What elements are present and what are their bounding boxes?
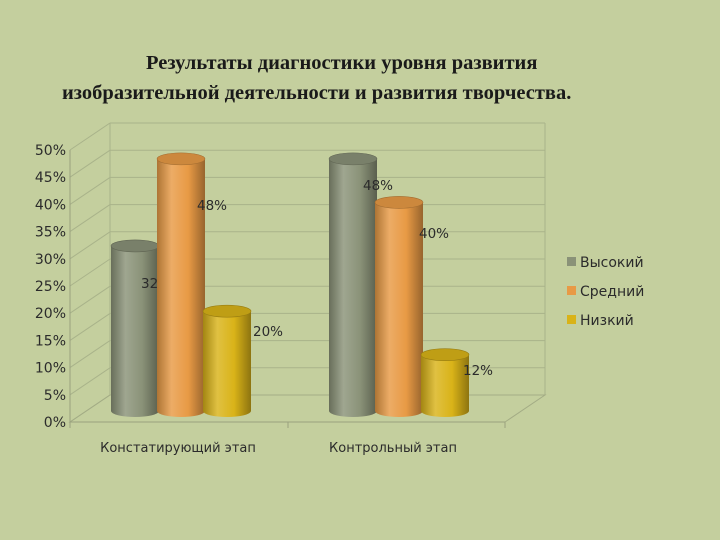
- bar: [156, 152, 206, 417]
- bar-top: [202, 304, 252, 318]
- y-tick-label: 35%: [35, 225, 66, 241]
- chart-title: Результаты диагностики уровня развития и…: [0, 48, 720, 108]
- bar: [110, 239, 160, 417]
- data-label: 20%: [253, 324, 283, 340]
- gridline-side: [69, 122, 111, 151]
- bar: [328, 152, 378, 417]
- bar: [202, 304, 252, 417]
- chart-title-line-1: Результаты диагностики уровня развития: [146, 52, 538, 74]
- y-tick-label: 0%: [44, 415, 66, 431]
- gridline-side: [69, 231, 111, 260]
- gridline-side: [69, 312, 111, 341]
- gridline-side: [69, 367, 111, 396]
- bar-body: [421, 354, 469, 417]
- bar: [420, 348, 470, 417]
- gridline-side: [69, 285, 111, 314]
- bar-body: [157, 158, 205, 417]
- legend-label: Низкий: [580, 313, 634, 329]
- data-label: 48%: [363, 178, 393, 194]
- legend-swatch: [567, 286, 576, 295]
- gridline-side: [69, 176, 111, 205]
- gridline-side: [69, 340, 111, 369]
- bar-top: [110, 239, 160, 253]
- bar-body: [375, 202, 423, 417]
- bar-top: [420, 348, 470, 362]
- category-label: Контрольный этап: [329, 441, 457, 456]
- data-label: 48%: [197, 198, 227, 214]
- chart-title-line-2: изобразительной деятельности и развития …: [62, 82, 572, 104]
- legend-item: Средний: [567, 284, 644, 300]
- y-tick-label: 30%: [35, 252, 66, 268]
- y-tick-label: 50%: [35, 143, 66, 159]
- gridline-side: [69, 258, 111, 287]
- bar-body: [111, 245, 159, 417]
- y-tick-label: 45%: [35, 170, 66, 186]
- y-tick-label: 5%: [44, 388, 66, 404]
- data-label: 40%: [419, 226, 449, 242]
- legend-swatch: [567, 315, 576, 324]
- legend-item: Низкий: [567, 313, 634, 329]
- legend-label: Высокий: [580, 255, 644, 271]
- bar-top: [374, 196, 424, 209]
- y-tick-label: 10%: [35, 361, 66, 377]
- y-tick-label: 20%: [35, 306, 66, 322]
- bar: [374, 196, 424, 417]
- y-tick-label: 40%: [35, 197, 66, 213]
- bar-body: [203, 311, 251, 417]
- legend-label: Средний: [580, 284, 644, 300]
- gridline-side: [69, 149, 111, 178]
- legend-item: Высокий: [567, 255, 644, 271]
- category-label: Констатирующий этап: [100, 441, 256, 456]
- legend-swatch: [567, 257, 576, 266]
- bar-body: [329, 158, 377, 417]
- data-label: 12%: [463, 363, 493, 379]
- gridline-side: [69, 204, 111, 233]
- bar-top: [328, 152, 378, 166]
- y-tick-label: 15%: [35, 333, 66, 349]
- bar-top: [156, 152, 206, 166]
- y-tick-label: 25%: [35, 279, 66, 295]
